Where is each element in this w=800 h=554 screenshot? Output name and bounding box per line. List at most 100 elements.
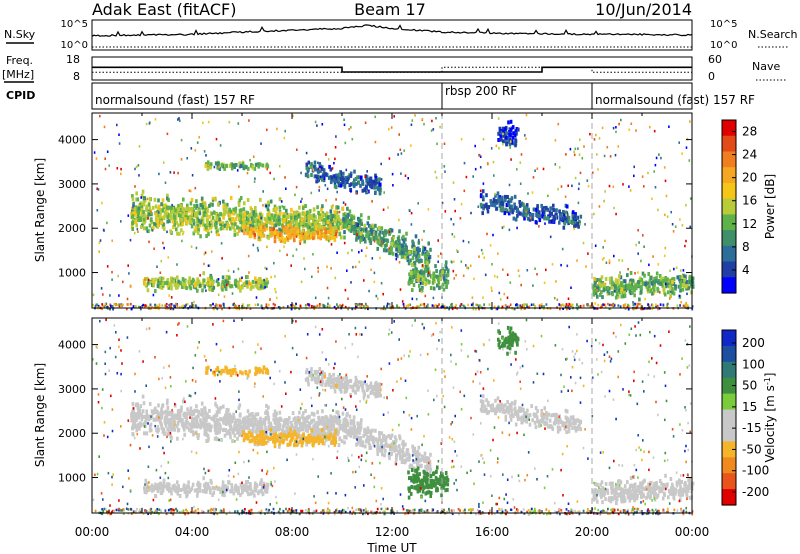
nsky-label: N.Sky <box>4 28 36 41</box>
echo-cell <box>274 435 277 440</box>
echo-cell <box>214 402 217 407</box>
echo-cell <box>501 126 505 131</box>
ground-scatter-cell <box>576 307 579 311</box>
ground-scatter-cell <box>407 304 410 307</box>
echo-cell <box>629 291 633 296</box>
scatter-cell <box>310 191 313 195</box>
echo-cell <box>504 207 508 212</box>
scatter-cell <box>270 228 272 231</box>
echo-cell <box>282 239 286 244</box>
scatter-cell <box>690 285 692 289</box>
echo-cell <box>274 412 278 417</box>
scatter-cell <box>318 185 321 189</box>
echo-cell <box>203 407 207 412</box>
echo-cell <box>208 223 212 228</box>
echo-cell <box>144 282 147 287</box>
scatter-cell <box>525 113 528 117</box>
ground-scatter-cell <box>491 307 493 311</box>
echo-cell <box>505 203 509 207</box>
echo-cell <box>342 217 345 222</box>
echo-cell <box>652 288 656 293</box>
echo-cell <box>266 439 270 443</box>
echo-cell <box>422 270 426 275</box>
echo-cell <box>168 205 172 210</box>
echo-cell <box>236 225 239 230</box>
echo-cell <box>233 228 237 233</box>
echo-cell <box>378 232 381 237</box>
echo-cell <box>180 217 184 222</box>
echo-cell <box>263 436 266 441</box>
scatter-cell <box>635 129 637 132</box>
echo-cell <box>242 207 246 212</box>
echo-cell <box>166 401 169 406</box>
scatter-cell <box>474 167 477 171</box>
echo-cell <box>308 209 312 214</box>
scatter-cell <box>606 293 609 296</box>
echo-cell <box>446 273 450 277</box>
echo-cell <box>190 412 193 417</box>
echo-cell <box>333 415 336 420</box>
echo-cell <box>278 442 281 446</box>
echo-cell <box>179 204 182 208</box>
echo-cell <box>259 432 262 437</box>
scatter-cell <box>388 230 391 234</box>
scatter-cell <box>99 239 102 242</box>
echo-cell <box>157 279 161 283</box>
echo-cell <box>340 225 344 230</box>
echo-cell <box>242 225 245 230</box>
echo-cell <box>233 165 237 169</box>
echo-cell <box>275 221 278 225</box>
scatter-cell <box>613 254 615 258</box>
scatter-cell <box>617 145 620 148</box>
echo-cell <box>335 210 339 215</box>
ground-scatter-cell <box>526 305 528 309</box>
echo-cell <box>166 427 169 432</box>
echo-cell <box>183 427 186 432</box>
ground-scatter-cell <box>328 304 331 307</box>
scatter-cell <box>267 216 270 219</box>
scatter-cell <box>199 274 201 277</box>
echo-cell <box>295 425 298 430</box>
scatter-cell <box>516 168 518 171</box>
echo-cell <box>197 228 200 233</box>
echo-cell <box>410 280 413 284</box>
scatter-cell <box>336 190 338 194</box>
echo-cell <box>160 412 164 417</box>
ground-scatter-cell <box>176 303 178 306</box>
echo-cell <box>378 225 381 230</box>
echo-cell <box>137 206 141 211</box>
scatter-cell <box>670 210 672 214</box>
scatter-cell <box>356 233 358 236</box>
echo-cell <box>382 239 385 244</box>
scatter-cell <box>613 206 615 210</box>
echo-cell <box>422 250 425 255</box>
echo-cell <box>348 224 351 229</box>
echo-cell <box>329 209 333 214</box>
scatter-cell <box>326 187 329 191</box>
scatter-cell <box>486 232 488 236</box>
echo-cell <box>384 232 387 237</box>
echo-cell <box>131 211 134 216</box>
echo-cell <box>312 418 316 423</box>
echo-cell <box>254 417 258 422</box>
scatter-cell <box>366 170 368 173</box>
ground-scatter-cell <box>322 304 325 307</box>
echo-cell <box>503 211 507 216</box>
echo-cell <box>232 207 235 212</box>
ground-scatter-cell <box>602 303 604 306</box>
echo-cell <box>157 223 160 228</box>
echo-cell <box>265 435 268 440</box>
echo-cell <box>337 217 341 222</box>
echo-cell <box>401 250 404 255</box>
echo-cell <box>318 419 321 424</box>
scatter-cell <box>190 245 193 248</box>
echo-cell <box>415 250 418 255</box>
echo-cell <box>522 202 525 207</box>
echo-cell <box>352 183 356 188</box>
echo-cell <box>244 224 247 229</box>
echo-cell <box>181 418 184 423</box>
echo-cell <box>415 274 418 279</box>
scatter-cell <box>391 172 394 176</box>
echo-cell <box>214 225 218 230</box>
echo-cell <box>620 282 624 287</box>
